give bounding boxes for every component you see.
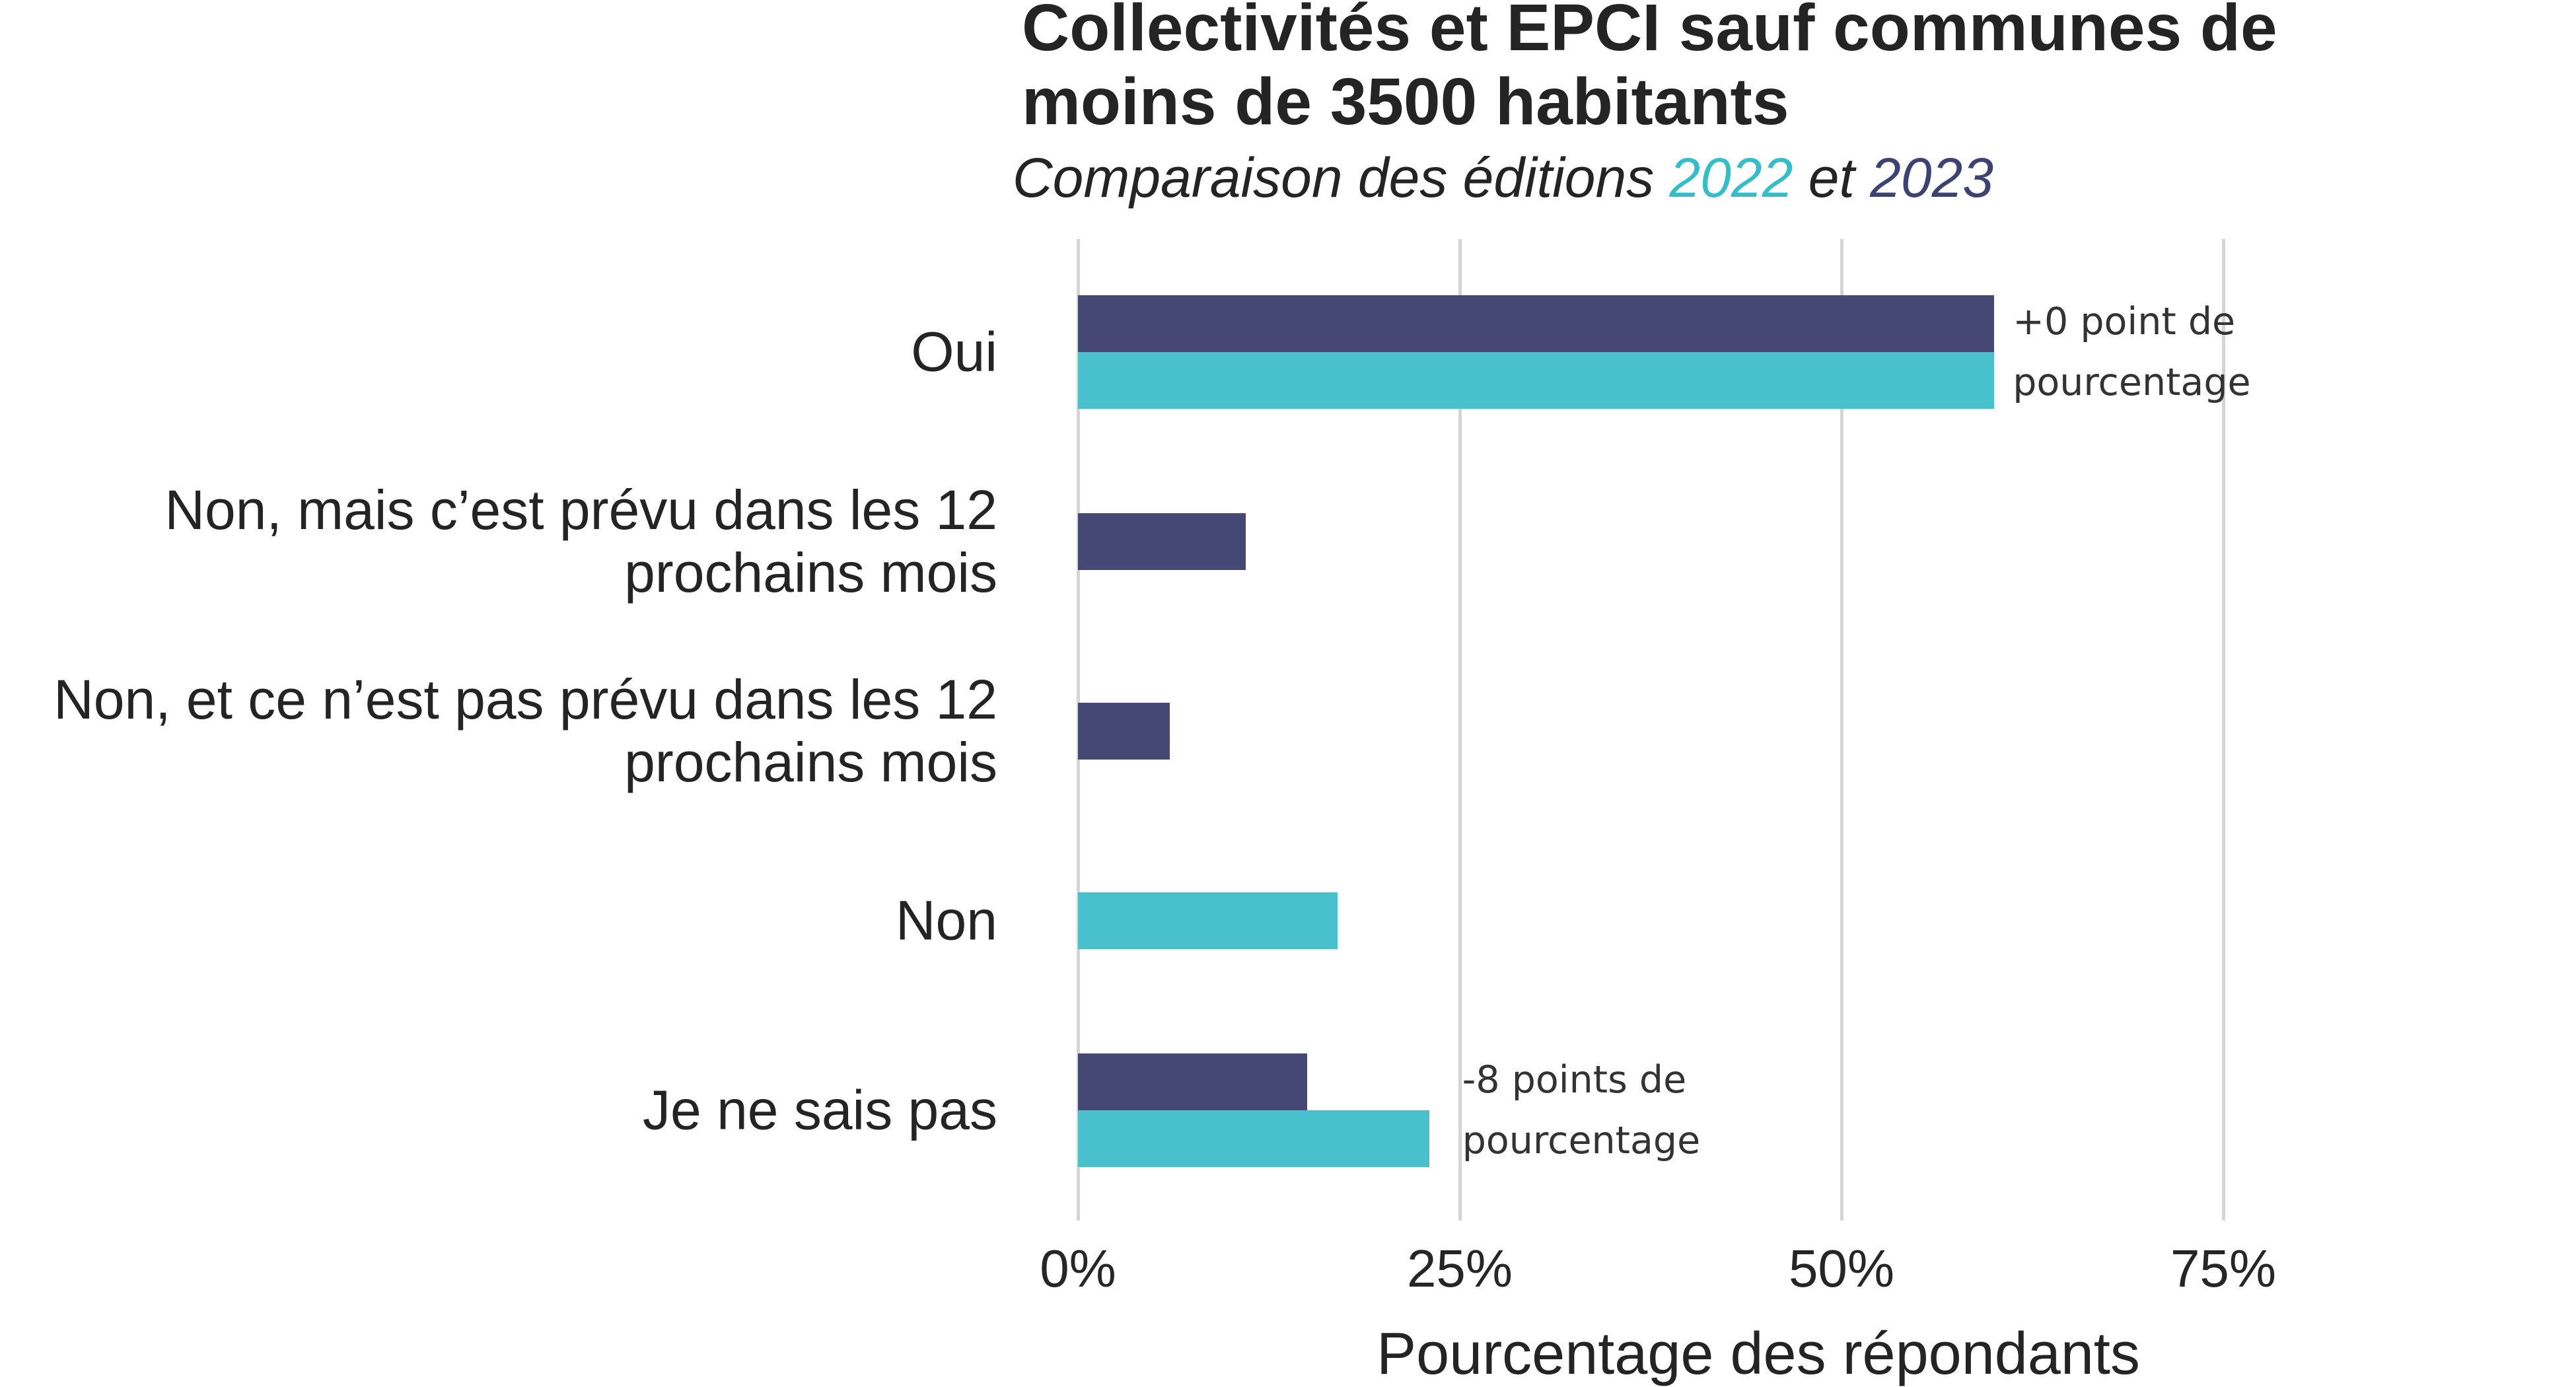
subtitle-year-2023: 2023 (1870, 147, 1994, 209)
bar-2022-row3 (1078, 892, 1338, 949)
x-tick-label-0pct: 0% (1040, 1239, 1116, 1298)
category-label: Non (895, 889, 997, 952)
annotation-delta-row0: +0 point de pourcentage (2013, 300, 2251, 404)
gridline-50 (1840, 239, 1843, 1221)
subtitle-year-2022: 2022 (1669, 147, 1793, 209)
bar-2022-row0 (1078, 352, 1995, 409)
category-label: Non, mais c’est prévu dans les 12 procha… (164, 479, 997, 604)
bar-2023-row2 (1078, 703, 1170, 760)
chart-title: Collectivités et EPCI sauf communes de m… (1022, 0, 2277, 139)
x-axis-title: Pourcentage des répondants (1377, 1321, 2140, 1387)
x-tick-label-25pct: 25% (1406, 1239, 1513, 1298)
x-tick-label-75pct: 75% (2170, 1239, 2277, 1298)
x-tick-label-50pct: 50% (1788, 1239, 1895, 1298)
gridline-75 (2221, 239, 2225, 1221)
category-label: Je ne sais pas (643, 1079, 997, 1141)
chart-subtitle: Comparaison des éditions 2022 et 2023 (1013, 145, 1993, 211)
bar-2023-row0 (1078, 295, 1995, 352)
subtitle-connector: et (1793, 147, 1871, 209)
category-label: Non, et ce n’est pas prévu dans les 12 p… (54, 668, 997, 793)
subtitle-prefix: Comparaison des éditions (1013, 147, 1670, 209)
category-label: Oui (911, 320, 997, 383)
bar-2022-row4 (1078, 1110, 1429, 1167)
annotation-delta-row4: -8 points de pourcentage (1462, 1058, 1701, 1162)
gridline-25 (1458, 239, 1462, 1221)
bar-2023-row1 (1078, 513, 1246, 570)
bar-2023-row4 (1078, 1053, 1307, 1110)
